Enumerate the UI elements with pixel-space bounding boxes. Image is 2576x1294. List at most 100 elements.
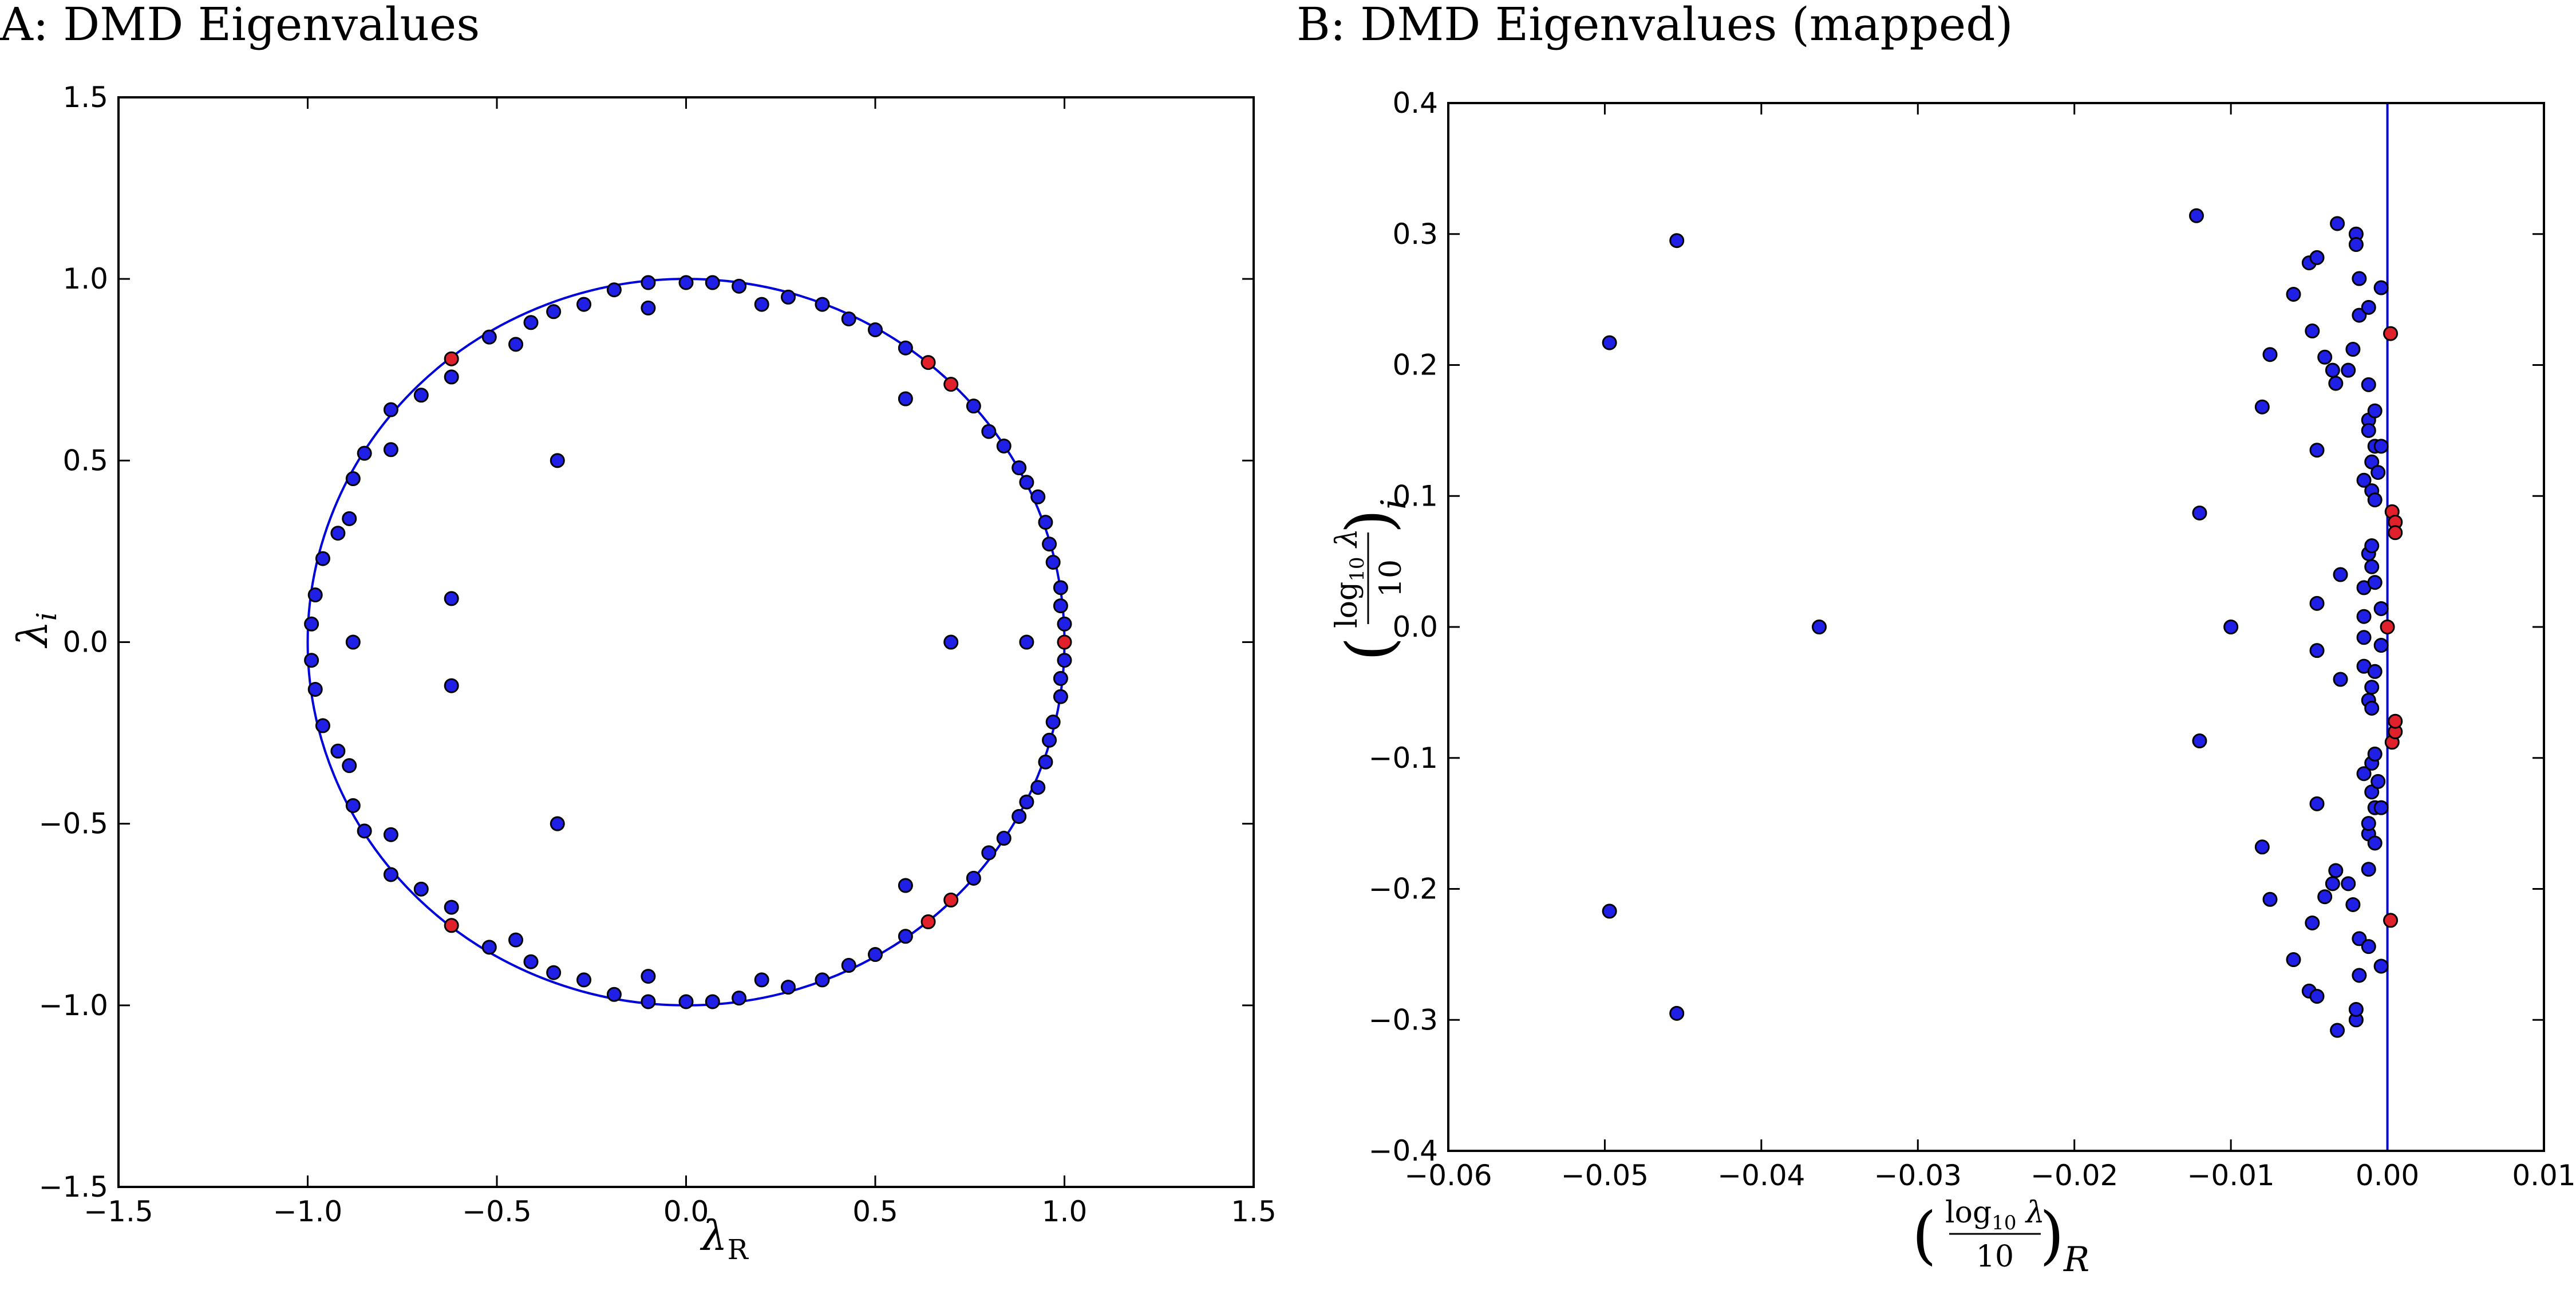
eigenvalue-point [1019,794,1034,810]
highlighted-eigenvalue-point [920,914,936,929]
eigenvalue-point [1812,620,1827,634]
panel-b-x-axis-label: ( log10 λ 10 ) R [1912,1196,2089,1280]
highlighted-eigenvalue-point [2380,620,2395,634]
eigenvalue-point [1602,904,1617,919]
svg-text:log10 λ: log10 λ [1945,1196,2045,1234]
eigenvalue-point [641,300,656,315]
x-tick-label: −0.03 [1874,1159,1962,1192]
eigenvalue-point [2345,897,2361,912]
panel-b-title: B: DMD Eigenvalues (mapped) [1297,0,2013,51]
eigenvalue-point [2361,423,2376,438]
eigenvalue-point [576,297,592,312]
svg-text:): ) [2040,1198,2064,1272]
eigenvalue-point [413,388,429,403]
eigenvalue-point [2305,324,2320,339]
eigenvalue-point [2352,271,2367,286]
panel-a-x-axis-label: λR [700,1212,749,1266]
eigenvalue-point [2330,216,2345,231]
y-tick-label: −0.4 [1369,1134,1438,1167]
eigenvalue-point [383,827,398,842]
eigenvalue-point [2345,342,2361,357]
y-tick-label: 0.0 [1392,610,1438,644]
eigenvalue-point [330,526,346,541]
eigenvalue-point [966,870,981,886]
eigenvalue-point [1602,335,1617,350]
eigenvalue-point [705,994,720,1009]
eigenvalue-point [2325,362,2340,378]
eigenvalue-point [966,399,981,414]
eigenvalue-point [815,297,830,312]
eigenvalue-point [550,816,565,831]
x-tick-label: 0.0 [663,1195,709,1228]
eigenvalue-point [996,438,1012,453]
svg-text:): ) [1333,509,1406,534]
y-tick-label: 0.1 [1392,479,1438,512]
eigenvalue-point [2188,208,2204,223]
eigenvalue-point [2361,377,2376,392]
eigenvalue-point [1045,715,1061,730]
eigenvalue-point [1030,780,1046,795]
eigenvalue-point [1057,616,1072,632]
x-tick-label: −0.02 [2030,1159,2118,1192]
eigenvalue-point [1012,460,1027,476]
eigenvalue-point [898,391,913,407]
eigenvalue-point [307,587,323,603]
x-tick-label: 0.01 [2512,1159,2575,1192]
eigenvalue-point [868,947,883,962]
eigenvalue-point [705,275,720,290]
eigenvalue-point [2328,863,2344,878]
eigenvalue-point [841,311,856,326]
eigenvalue-point [2356,472,2372,488]
highlighted-eigenvalue-point [444,918,459,933]
y-tick-label: 1.5 [62,81,108,114]
eigenvalue-point [444,591,459,606]
eigenvalue-point [2192,505,2207,520]
highlighted-eigenvalue-point [1057,634,1072,650]
panel-b: B: DMD Eigenvalues (mapped) −0.06 −0.05 −0… [1297,0,2576,1280]
highlighted-eigenvalue-point [943,892,959,908]
svg-text:10: 10 [1976,1240,2014,1274]
eigenvalue-point [304,653,319,668]
eigenvalue-point [780,289,796,305]
y-tick-label: 0.4 [1392,86,1438,120]
panel-a-plot-area [117,96,1255,1188]
panel-b-plot-area [1447,102,2545,1152]
y-tick-label: −0.3 [1369,1003,1438,1036]
eigenvalue-point [2373,638,2389,653]
highlighted-eigenvalue-point [444,351,459,366]
x-tick-label: −0.06 [1404,1159,1492,1192]
eigenvalue-point [444,369,459,385]
eigenvalue-point [2352,968,2367,983]
eigenvalue-point [732,991,747,1006]
y-tick-label: 0.3 [1392,218,1438,251]
eigenvalue-point [2254,839,2270,855]
svg-text:10: 10 [1374,559,1408,597]
eigenvalue-point [732,278,747,294]
eigenvalue-point [2286,952,2301,968]
eigenvalue-point [357,445,372,461]
eigenvalue-point [2333,672,2348,687]
eigenvalue-point [2223,620,2239,634]
eigenvalue-point [546,965,562,980]
eigenvalue-point [315,551,330,566]
eigenvalue-point [2364,538,2380,554]
eigenvalue-point [2367,492,2383,508]
eigenvalue-point [1053,670,1068,686]
x-tick-label: −1.5 [84,1195,153,1228]
eigenvalue-point [2370,465,2386,480]
eigenvalue-point [2364,680,2380,695]
y-tick-label: −0.1 [1369,741,1438,775]
eigenvalue-point [1038,754,1053,770]
eigenvalue-point [444,900,459,915]
y-tick-label: 0.5 [62,444,108,477]
eigenvalue-point [1053,689,1068,704]
eigenvalue-point [345,798,361,813]
eigenvalue-point [815,972,830,988]
y-tick-label: −1.5 [39,1170,108,1204]
y-tick-label: −1.0 [39,989,108,1022]
eigenvalue-point [1030,489,1046,504]
eigenvalue-point [1053,598,1068,614]
eigenvalue-point [2373,439,2389,454]
eigenvalue-point [2328,376,2344,391]
